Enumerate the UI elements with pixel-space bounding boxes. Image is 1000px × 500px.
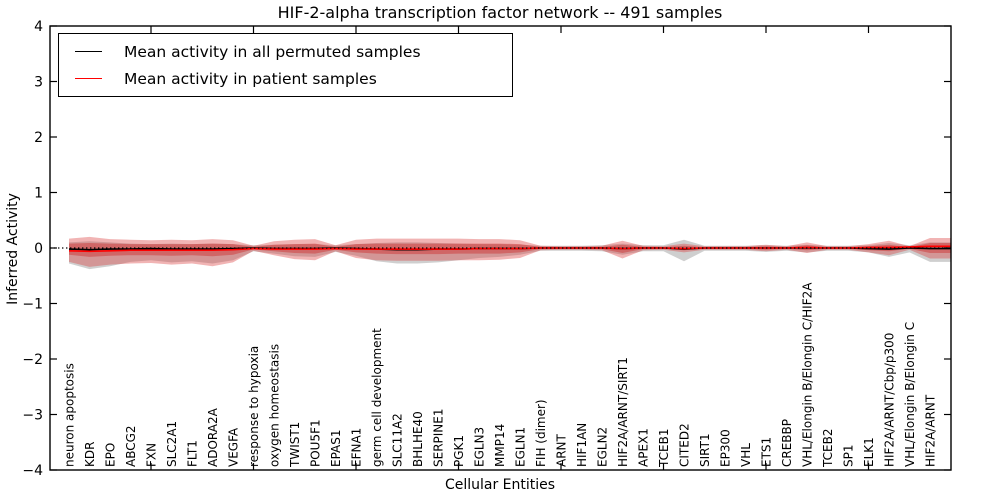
x-tick-label: EGLN2 [596, 427, 610, 467]
x-tick-label: POU5F1 [309, 419, 323, 467]
x-tick-label: VEGFA [227, 427, 241, 467]
x-tick-label: SIRT1 [698, 433, 712, 467]
x-tick-label: oxygen homeostasis [268, 344, 282, 467]
y-tick-label: 3 [34, 75, 43, 91]
x-tick-label: EFNA1 [350, 428, 364, 467]
x-tick-label: EGLN3 [473, 427, 487, 467]
y-tick-label: 2 [34, 130, 43, 146]
x-tick-label: PGK1 [452, 435, 466, 467]
y-tick-label: −2 [22, 352, 43, 368]
x-axis-label: Cellular Entities [444, 477, 556, 493]
x-tick-label: EP300 [719, 429, 733, 467]
x-tick-label: CREBBP [780, 419, 794, 467]
x-tick-label: response to hypoxia [247, 346, 261, 467]
y-tick-label: −3 [22, 408, 43, 424]
x-tick-label: SERPINE1 [432, 408, 446, 467]
legend-item-permuted: Mean activity in all permuted samples [59, 43, 512, 61]
x-tick-label: HIF2A/ARNT [924, 394, 938, 467]
x-tick-label: EGLN1 [514, 427, 528, 467]
x-tick-label: VHL/Elongin B/Elongin C [903, 322, 917, 467]
y-tick-label: 1 [34, 186, 43, 202]
confidence-band-2 [69, 243, 951, 257]
legend-label-patient: Mean activity in patient samples [124, 69, 377, 88]
x-tick-label: ADORA2A [206, 407, 220, 467]
y-tick-label: 0 [34, 241, 43, 257]
x-tick-label: KDR [83, 442, 97, 467]
x-tick-label: VHL [739, 443, 753, 467]
x-tick-label: FIH (dimer) [534, 399, 548, 467]
x-tick-label: CITED2 [678, 423, 692, 467]
mean-line-1 [68, 245, 951, 253]
x-tick-label: ELK1 [862, 437, 876, 467]
legend-item-patient: Mean activity in patient samples [59, 70, 512, 88]
y-axis-label: Inferred Activity [5, 193, 21, 305]
x-tick-label: SLC11A2 [391, 413, 405, 467]
x-tick-label: HIF2A/ARNT/Cbp/p300 [883, 333, 897, 467]
x-tick-label: MMP14 [493, 424, 507, 467]
legend-label-permuted: Mean activity in all permuted samples [124, 42, 421, 61]
x-tick-label: TCEB2 [821, 429, 835, 468]
confidence-band-0 [69, 239, 951, 270]
y-tick-label: −4 [22, 463, 43, 479]
legend: Mean activity in all permuted samples Me… [58, 33, 513, 97]
chart-title: HIF-2-alpha transcription factor network… [277, 3, 723, 22]
x-tick-label: EPAS1 [329, 429, 343, 467]
legend-line-permuted-icon [75, 51, 102, 52]
x-tick-label: ARNT [555, 433, 569, 467]
y-tick-label: 4 [34, 19, 43, 35]
x-tick-label: SP1 [842, 445, 856, 468]
x-tick-label: APEX1 [637, 428, 651, 467]
x-tick-label: HIF2A/ARNT/SIRT1 [616, 357, 630, 467]
confidence-band-1 [69, 236, 951, 267]
x-tick-label: neuron apoptosis [63, 363, 77, 467]
x-tick-label: TWIST1 [288, 422, 302, 468]
x-tick-label: TCEB1 [657, 429, 671, 468]
x-tick-label: FXN [145, 443, 159, 467]
x-tick-label: BHLHE40 [411, 411, 425, 467]
x-tick-label: EPO [104, 443, 118, 467]
x-tick-label: FLT1 [186, 440, 200, 467]
x-tick-label: germ cell development [370, 328, 384, 467]
x-tick-label: ABCG2 [124, 425, 138, 467]
x-tick-label: ETS1 [760, 437, 774, 467]
x-tick-label: VHL/Elongin B/Elongin C/HIF2A [801, 282, 815, 467]
x-tick-label: SLC2A1 [165, 421, 179, 467]
legend-line-patient-icon [75, 78, 102, 79]
x-tick-label: HIF1AN [575, 423, 589, 467]
y-tick-label: −1 [22, 297, 43, 313]
